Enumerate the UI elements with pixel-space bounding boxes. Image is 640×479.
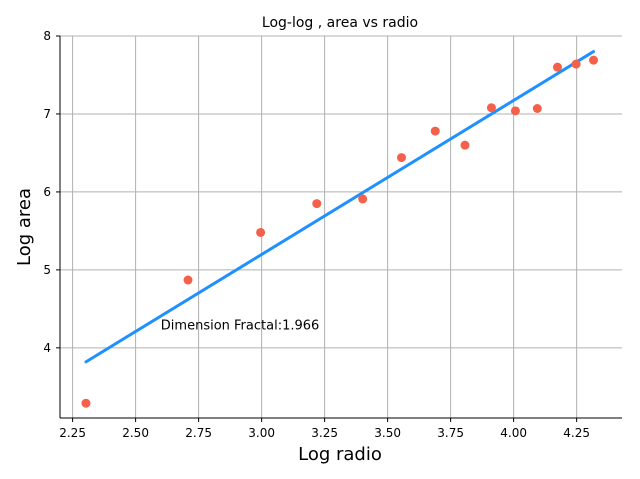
x-tick-label: 3.75 (437, 426, 464, 440)
data-point (552, 62, 562, 72)
x-tick-label: 4.00 (500, 426, 527, 440)
y-tick-label: 8 (43, 29, 51, 43)
x-ticks: 2.25 2.50 2.75 3.00 3.25 3.50 3.75 4.00 4.25 (59, 418, 590, 440)
data-point (589, 55, 599, 65)
x-tick-label: 2.50 (122, 426, 149, 440)
data-point (571, 59, 581, 69)
x-tick-label: 4.25 (563, 426, 590, 440)
data-point (81, 398, 91, 408)
y-tick-label: 5 (43, 263, 51, 277)
x-tick-label: 3.50 (374, 426, 401, 440)
x-axis-label: Log radio (298, 444, 382, 465)
fit-line (84, 50, 596, 364)
data-point (486, 103, 496, 113)
y-tick-label: 4 (43, 341, 51, 355)
fractal-dimension-annotation: Dimension Fractal:1.966 (161, 318, 320, 333)
data-point (510, 106, 520, 116)
data-point (430, 126, 440, 136)
y-axis-label: Log area (14, 188, 35, 266)
grid (60, 35, 622, 418)
data-point (460, 140, 470, 150)
data-point (532, 104, 542, 114)
data-point (396, 153, 406, 163)
data-point (256, 227, 266, 237)
x-tick-label: 2.75 (185, 426, 212, 440)
x-tick-label: 2.25 (59, 426, 86, 440)
data-point (183, 275, 193, 285)
y-tick-label: 6 (43, 185, 51, 199)
x-tick-label: 3.25 (311, 426, 338, 440)
data-points (81, 55, 599, 408)
y-tick-label: 7 (43, 107, 51, 121)
y-ticks: 4 5 6 7 8 (43, 29, 60, 355)
chart-title: Log-log , area vs radio (262, 15, 418, 31)
fit-line-group (84, 50, 596, 364)
x-tick-label: 3.00 (248, 426, 275, 440)
axes (59, 36, 622, 419)
data-point (312, 199, 322, 209)
data-point (358, 194, 368, 204)
